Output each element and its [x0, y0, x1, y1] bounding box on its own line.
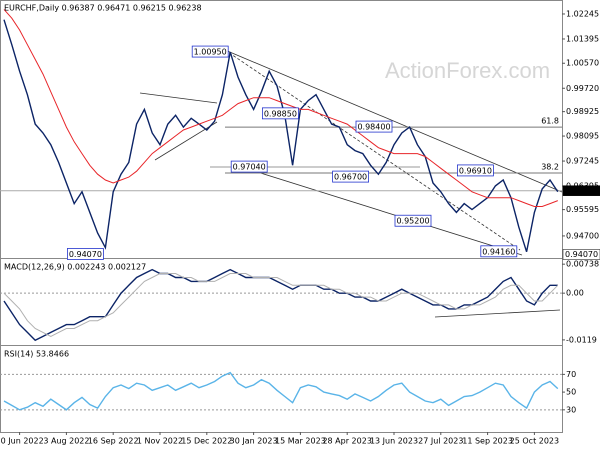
panel-title: EURCHF,Daily 0.96387 0.96471 0.96215 0.9…: [4, 4, 202, 13]
series-line: [3, 273, 559, 337]
x-tick-label: 11 Sep 2023: [462, 437, 513, 446]
fib-label: 38.2: [541, 162, 559, 171]
annotation-label: 0.96700: [334, 173, 367, 182]
y-tick-label: 0.95595: [566, 205, 599, 214]
trendline: [139, 92, 218, 104]
price-tag-box: [562, 249, 600, 260]
y-tick-label: 1.01395: [566, 34, 599, 43]
annotation-box: [394, 214, 432, 227]
y-tick-label: 50: [566, 388, 576, 397]
x-tick-label: 20 Jun 2022: [0, 437, 44, 446]
annotation-label: 0.96910: [459, 166, 492, 175]
price-tag-box: [562, 185, 600, 196]
price-tag: 0.94070: [565, 250, 598, 259]
watermark: ActionForex.com: [385, 58, 550, 83]
x-tick-label: 3 Aug 2022: [43, 437, 89, 446]
y-tick-label: 1.02245: [566, 9, 599, 18]
annotation-label: 0.95200: [396, 217, 429, 226]
annotation-box: [332, 170, 370, 183]
y-tick-label: 0.97245: [566, 157, 599, 166]
trendline: [234, 164, 523, 256]
y-tick-label: 0.99720: [566, 84, 599, 93]
trendline: [154, 121, 218, 161]
panel-title: RSI(14) 53.8466: [4, 350, 69, 359]
panel-title: MACD(12,26,9) 0.002243 0.002127: [4, 263, 146, 272]
y-tick-label: 0.00: [566, 289, 584, 298]
y-tick-label: 1.00570: [566, 59, 599, 68]
price-tag: 0.96238: [565, 186, 598, 195]
annotation-label: 0.94160: [482, 247, 515, 256]
y-tick-label: 0.98095: [566, 132, 599, 141]
x-tick-label: 1 Nov 2022: [137, 437, 183, 446]
y-tick-label: 0.00738: [566, 260, 599, 269]
annotation-box: [230, 160, 268, 173]
series-line: [3, 19, 559, 253]
series-line: [3, 371, 559, 411]
macd-trendline: [434, 309, 561, 318]
x-tick-label: 15 Mar 2023: [275, 437, 326, 446]
x-tick-label: 28 Apr 2023: [322, 437, 371, 446]
annotation-label: 0.98850: [264, 109, 297, 118]
annotation-box: [355, 120, 393, 133]
y-tick-label: 70: [566, 370, 576, 379]
fib-label: 61.8: [541, 117, 559, 126]
x-tick-label: 16 Sep 2022: [88, 437, 139, 446]
x-tick-label: 25 Oct 2023: [510, 437, 559, 446]
series-line: [3, 9, 558, 207]
y-tick-label: 30: [566, 405, 576, 414]
y-tick-label: -0.0119: [566, 335, 597, 344]
annotation-box: [67, 248, 104, 260]
trendline: [224, 49, 563, 193]
annotation-box: [456, 164, 494, 177]
frame: [0, 0, 563, 433]
annotation-label: 0.98400: [357, 123, 390, 132]
annotation-label: 0.94070: [69, 250, 102, 259]
x-tick-label: 30 Jan 2023: [230, 437, 278, 446]
annotation-box: [261, 107, 299, 120]
y-tick-label: 0.94700: [566, 231, 599, 240]
trendlines: [139, 49, 563, 318]
x-tick-label: 27 Jul 2023: [418, 437, 463, 446]
series-line: [3, 268, 558, 342]
trendline: [224, 49, 521, 251]
y-tick-label: 0.98925: [566, 107, 599, 116]
annotation-box: [191, 45, 229, 58]
x-tick-label: 15 Dec 2022: [181, 437, 232, 446]
annotation-box: [480, 245, 518, 258]
annotation-label: 1.00950: [194, 48, 227, 57]
x-tick-label: 13 Jun 2023: [370, 437, 418, 446]
annotation-label: 0.97040: [233, 163, 266, 172]
